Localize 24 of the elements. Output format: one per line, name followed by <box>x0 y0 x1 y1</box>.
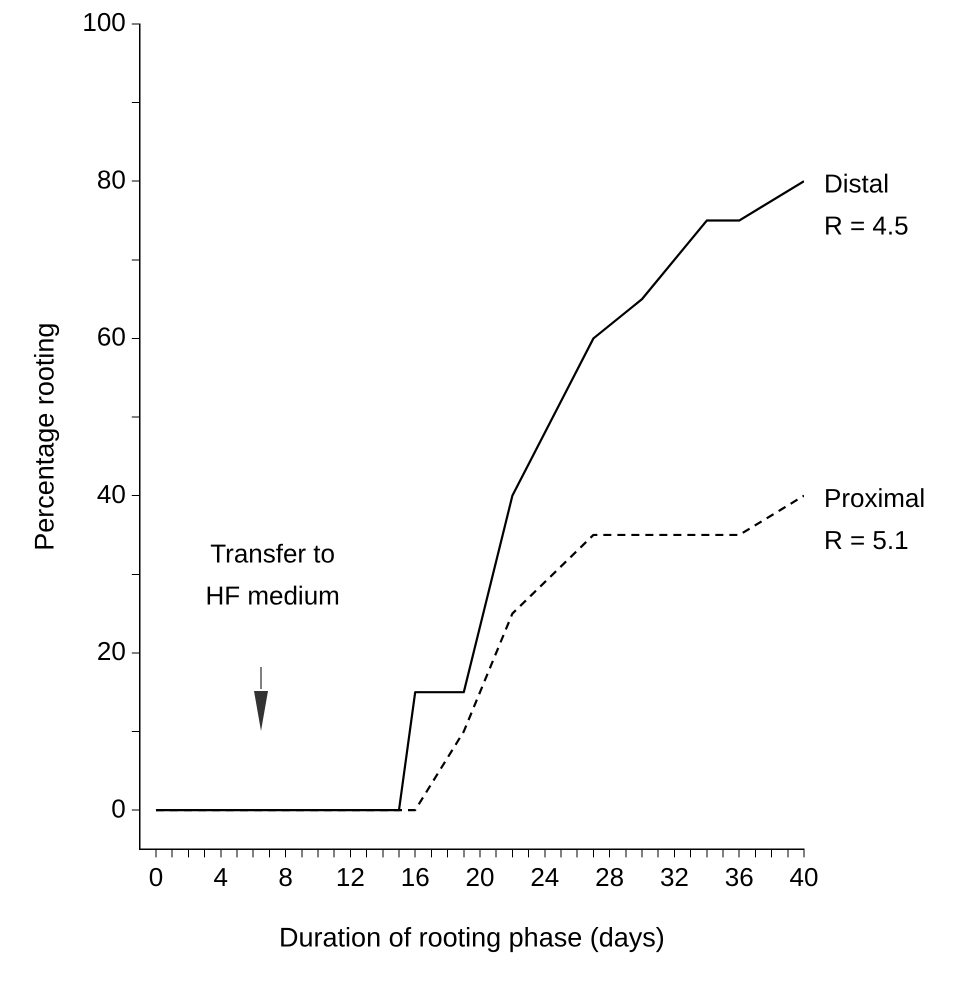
y-tick-label: 80 <box>96 164 126 194</box>
y-tick-label: 20 <box>96 636 126 666</box>
x-tick-label: 24 <box>530 862 560 892</box>
annotation: Transfer to HF medium <box>205 538 340 611</box>
y-axis-title: Percentage rooting <box>30 322 60 551</box>
x-axis-title: Duration of rooting phase (days) <box>279 922 665 952</box>
x-tick-label: 16 <box>400 862 430 892</box>
x-tick-label: 12 <box>336 862 365 892</box>
x-tick-label: 28 <box>595 862 624 892</box>
series-label: Distal <box>824 168 890 198</box>
annotation: R = 4.5 <box>824 210 909 240</box>
annotation: R = 5.1 <box>824 524 909 555</box>
x-tick-label: 8 <box>278 862 293 892</box>
series-label: Proximal <box>824 482 926 513</box>
y-tick-label: 40 <box>96 478 126 509</box>
y-tick-label: 100 <box>82 7 126 38</box>
y-tick-label: 60 <box>96 322 126 352</box>
y-tick-label: 0 <box>111 793 126 824</box>
x-tick-label: 40 <box>790 862 818 892</box>
x-tick-label: 0 <box>148 862 164 892</box>
x-tick-label: 32 <box>660 862 689 892</box>
x-tick-label: 4 <box>214 862 228 892</box>
x-tick-label: 20 <box>466 862 494 892</box>
x-tick-label: 36 <box>724 862 754 892</box>
